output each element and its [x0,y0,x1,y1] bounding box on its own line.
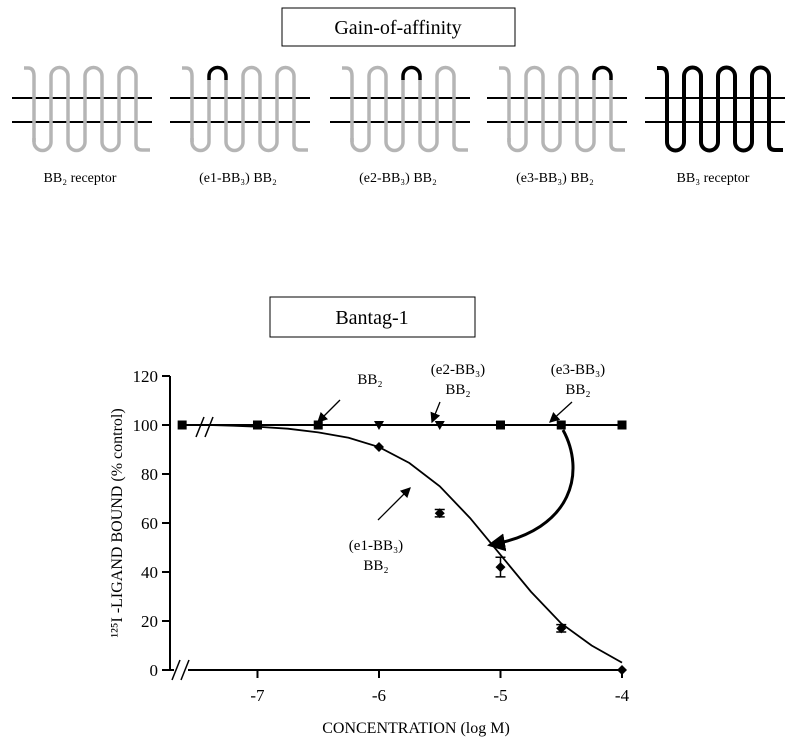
receptor-segment [342,66,354,142]
annotation: (e1-BB₃) [349,538,403,554]
y-tick-label: 20 [141,612,158,631]
y-tick-label: 80 [141,465,158,484]
point [495,420,505,430]
receptor-segment [117,65,138,80]
receptor-icons: BB₂ receptor (e1-BB₃) BB₂ (e2-BB₃) BB₂ (e3-… [12,65,785,186]
receptor-segment [182,66,194,142]
receptor-label: (e2-BB₃) BB₂ [359,171,437,186]
receptor-segment [367,65,388,80]
annotation: BB₂ [565,382,590,398]
annotation: BB₂ [363,558,388,574]
annotation: BB₂ [445,382,470,398]
axis-break [204,416,214,438]
y-tick-label: 100 [133,416,159,435]
point [177,420,187,430]
receptor-segment [733,138,754,153]
title-box [269,296,476,338]
receptor-segment [524,65,545,80]
receptor-segment [499,66,511,142]
y-tick-label: 60 [141,514,158,533]
receptor-segment [134,138,150,152]
point [495,562,506,573]
receptor-segment [83,65,104,80]
receptor-segment [699,138,720,153]
receptor-segment [32,138,53,153]
y-axis-label: ¹²⁵I -LIGAND BOUND (% control) [109,408,126,637]
receptor-segment [258,138,279,153]
plot: 0 20 40 60 80 100 120 -7 -6 -5 -4 CONCENTRATION (lo… [109,362,630,737]
receptor-segment [350,138,371,153]
x-tick-label: -4 [615,686,630,705]
annotation: (e2-BB₃) [431,362,485,378]
receptor-segment [401,65,422,80]
point [313,420,323,430]
receptor-segment [241,65,262,80]
receptor-segment [750,65,771,80]
receptor-segment [541,138,562,153]
x-tick-label: -5 [493,686,507,705]
y-tick-label: 120 [133,367,159,386]
point [252,420,262,430]
axis-break [171,659,181,681]
receptor-segment [507,138,528,153]
axis-break [195,416,205,438]
annotation-arrow [549,401,573,423]
receptor-segment [609,138,625,152]
receptor-segment [275,65,296,80]
receptor-segment [575,138,596,153]
receptor-segment [716,65,737,80]
y-tick-label: 0 [150,661,159,680]
point [556,623,567,634]
point [373,421,384,430]
annotation: (e3-BB₃) [551,362,605,378]
x-tick-label: -7 [250,686,265,705]
receptor-segment [435,65,456,80]
y-tick-label: 40 [141,563,158,582]
annotation-arrow [317,399,341,423]
receptor-segment [657,66,669,142]
receptor-label: BB₂ receptor [44,171,117,186]
annotation-arrow [377,487,411,521]
point [434,508,445,519]
diagram-title: Gain-of-affinity [334,17,461,39]
receptor-label: (e1-BB₃) BB₂ [199,171,277,186]
title-box [281,7,516,47]
receptor-segment [384,138,405,153]
receptor-segment [190,138,211,153]
receptor-segment [207,65,228,80]
chart-title: Bantag-1 [335,307,408,329]
receptor-segment [49,65,70,80]
point [434,421,445,430]
receptor-segment [682,65,703,80]
axis-break [180,659,190,681]
receptor-segment [418,138,439,153]
annotation: BB₂ [357,372,382,388]
x-tick-label: -6 [372,686,386,705]
receptor-label: BB₃ receptor [677,171,750,186]
receptor-segment [24,66,36,142]
receptor-segment [452,138,468,152]
point [373,442,384,453]
receptor-segment [665,138,686,153]
x-axis-label: CONCENTRATION (log M) [322,720,510,737]
receptor-segment [292,138,308,152]
receptor-segment [767,138,783,152]
receptor-segment [224,138,245,153]
receptor-segment [592,65,613,80]
point [617,665,627,675]
receptor-label: (e3-BB₃) BB₂ [516,171,594,186]
curved-arrow [487,429,575,552]
receptor-segment [100,138,121,153]
point [556,420,566,430]
receptor-segment [558,65,579,80]
fit-curve [208,424,623,664]
receptor-segment [66,138,87,153]
point [617,420,627,430]
annotation-arrow [430,401,441,424]
